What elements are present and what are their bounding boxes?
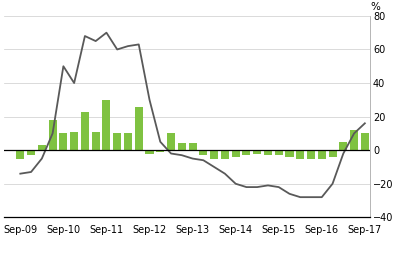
Bar — [156, 150, 164, 152]
Bar — [264, 150, 272, 155]
Bar — [167, 133, 175, 150]
Bar — [124, 133, 132, 150]
Bar — [243, 150, 250, 155]
Bar — [102, 100, 111, 150]
Bar — [361, 133, 369, 150]
Bar — [339, 142, 347, 150]
Text: %: % — [370, 2, 380, 12]
Bar — [59, 133, 67, 150]
Bar — [199, 150, 208, 155]
Bar — [210, 150, 218, 158]
Bar — [113, 133, 121, 150]
Bar — [178, 143, 186, 150]
Bar — [329, 150, 337, 157]
Bar — [16, 150, 25, 158]
Bar — [296, 150, 304, 158]
Bar — [27, 150, 35, 155]
Bar — [350, 130, 358, 150]
Bar — [135, 107, 143, 150]
Bar — [146, 150, 154, 153]
Bar — [285, 150, 294, 157]
Bar — [275, 150, 283, 155]
Bar — [92, 132, 100, 150]
Bar — [232, 150, 240, 157]
Bar — [70, 132, 78, 150]
Bar — [49, 120, 57, 150]
Bar — [318, 150, 326, 158]
Bar — [81, 112, 89, 150]
Bar — [221, 150, 229, 158]
Bar — [188, 143, 197, 150]
Bar — [38, 145, 46, 150]
Bar — [253, 150, 261, 153]
Bar — [307, 150, 315, 158]
